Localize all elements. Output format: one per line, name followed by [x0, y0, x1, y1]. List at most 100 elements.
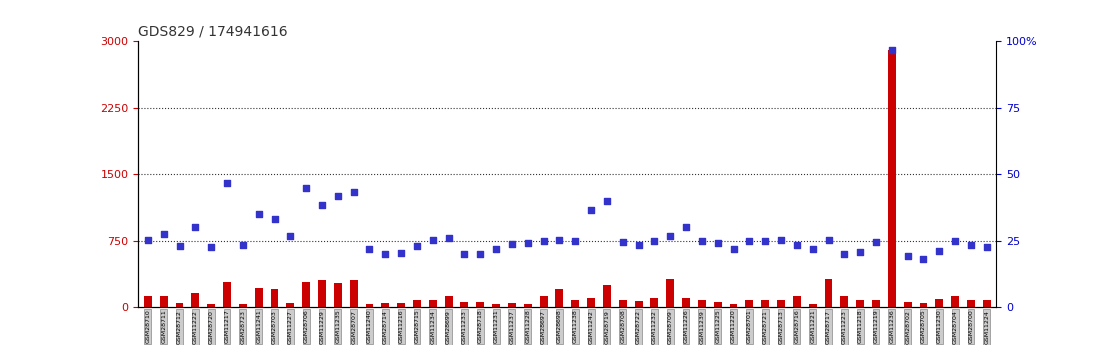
Bar — [334, 283, 342, 307]
Bar — [634, 301, 642, 307]
Bar — [192, 293, 199, 307]
Text: GSM11224: GSM11224 — [984, 310, 990, 344]
Text: GSM28723: GSM28723 — [240, 310, 246, 344]
Bar — [825, 279, 832, 307]
Bar — [428, 300, 437, 307]
Point — [361, 247, 379, 252]
Point — [582, 207, 600, 213]
Point — [250, 211, 268, 217]
Point — [725, 247, 743, 252]
Text: GSM11230: GSM11230 — [937, 310, 942, 344]
Text: GSM28711: GSM28711 — [162, 310, 166, 344]
Text: GSM28703: GSM28703 — [272, 310, 277, 344]
Bar — [951, 296, 959, 307]
Text: GSM28718: GSM28718 — [478, 310, 483, 344]
Point — [218, 180, 236, 186]
Bar — [539, 296, 548, 307]
Point — [899, 253, 917, 258]
Bar — [270, 289, 279, 307]
Text: GSM11219: GSM11219 — [873, 310, 879, 344]
Bar — [603, 285, 611, 307]
Text: GSM28705: GSM28705 — [921, 310, 925, 344]
Point — [788, 242, 806, 248]
Bar — [571, 300, 579, 307]
Point — [408, 243, 426, 249]
Bar — [619, 300, 627, 307]
Bar — [239, 304, 247, 307]
Bar — [872, 300, 880, 307]
Point — [139, 237, 157, 243]
Bar — [777, 300, 785, 307]
Point — [883, 48, 901, 53]
Point — [819, 237, 837, 243]
Point — [234, 242, 251, 248]
Bar — [856, 300, 865, 307]
Point — [298, 185, 315, 190]
Bar — [318, 280, 325, 307]
Bar — [255, 288, 262, 307]
Bar — [745, 300, 754, 307]
Text: GSM28708: GSM28708 — [620, 310, 625, 344]
Bar — [493, 304, 500, 307]
Bar — [524, 304, 531, 307]
Text: GSM28715: GSM28715 — [414, 310, 420, 344]
Bar — [223, 282, 231, 307]
Point — [535, 238, 552, 244]
Bar — [302, 282, 310, 307]
Point — [424, 237, 442, 243]
Point — [567, 238, 584, 244]
Text: GSM11236: GSM11236 — [889, 310, 894, 344]
Point — [203, 244, 220, 249]
Text: GSM11231: GSM11231 — [494, 310, 498, 344]
Text: GSM11241: GSM11241 — [256, 310, 261, 344]
Point — [851, 249, 869, 255]
Point — [962, 242, 980, 248]
Text: GSM11240: GSM11240 — [368, 310, 372, 344]
Text: GSM28712: GSM28712 — [177, 310, 182, 344]
Text: GSM28710: GSM28710 — [145, 310, 151, 344]
Point — [645, 238, 663, 244]
Text: GSM11232: GSM11232 — [652, 310, 656, 344]
Bar — [968, 300, 975, 307]
Point — [946, 238, 964, 244]
Point — [487, 247, 505, 252]
Bar — [365, 304, 373, 307]
Point — [392, 250, 410, 256]
Point — [281, 234, 299, 239]
Text: GSM28700: GSM28700 — [969, 310, 973, 344]
Point — [931, 248, 949, 254]
Text: GSM11220: GSM11220 — [731, 310, 736, 344]
Point — [155, 232, 173, 237]
Point — [677, 225, 695, 230]
Point — [519, 240, 537, 246]
Text: GSM11223: GSM11223 — [841, 310, 847, 344]
Text: GSM28697: GSM28697 — [541, 310, 546, 344]
Point — [439, 235, 457, 241]
Bar — [176, 303, 184, 307]
Point — [376, 251, 394, 257]
Point — [693, 238, 711, 244]
Text: GSM28714: GSM28714 — [383, 310, 387, 344]
Point — [914, 256, 932, 262]
Text: GSM11237: GSM11237 — [509, 310, 515, 344]
Text: GSM28709: GSM28709 — [668, 310, 673, 344]
Text: GSM11225: GSM11225 — [715, 310, 721, 344]
Text: GSM11226: GSM11226 — [683, 310, 689, 344]
Bar — [888, 50, 896, 307]
Text: GSM11218: GSM11218 — [858, 310, 862, 343]
Text: GSM11222: GSM11222 — [193, 310, 198, 344]
Text: GSM11239: GSM11239 — [700, 310, 704, 344]
Text: GSM28698: GSM28698 — [557, 310, 562, 344]
Bar — [445, 296, 453, 307]
Text: GSM28721: GSM28721 — [763, 310, 767, 344]
Text: GSM28706: GSM28706 — [303, 310, 309, 344]
Text: GSM11217: GSM11217 — [225, 310, 229, 344]
Text: GSM28707: GSM28707 — [351, 310, 356, 344]
Bar — [762, 300, 769, 307]
Bar — [413, 300, 421, 307]
Point — [756, 238, 774, 244]
Bar — [682, 298, 690, 307]
Text: GSM28722: GSM28722 — [637, 310, 641, 344]
Text: GSM11242: GSM11242 — [589, 310, 593, 344]
Bar — [556, 289, 563, 307]
